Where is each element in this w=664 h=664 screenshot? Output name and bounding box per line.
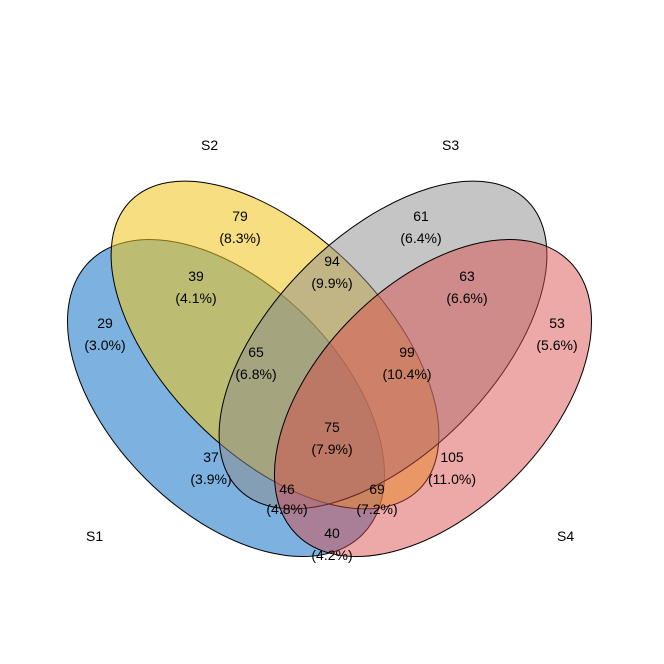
region-s3-count: 61 (413, 208, 429, 224)
region-s4-count: 53 (549, 315, 565, 331)
region-s1-s3-s4-pct: (4.8%) (266, 501, 307, 517)
region-s3-pct: (6.4%) (400, 230, 441, 246)
region-s1-s2-pct: (4.1%) (175, 290, 216, 306)
region-s1-s4: 40 (4.2%) (311, 525, 352, 563)
region-s2-s3-count: 94 (324, 253, 340, 269)
region-s1-s3-s4: 46 (4.8%) (266, 481, 307, 517)
region-s1-s2-count: 39 (188, 268, 204, 284)
region-s1-s4-count: 40 (324, 525, 340, 541)
region-s2-pct: (8.3%) (219, 230, 260, 246)
region-s1-s2: 39 (4.1%) (175, 268, 216, 306)
region-s1-s2-s4: 69 (7.2%) (356, 481, 397, 517)
region-s1-s3-count: 37 (203, 449, 219, 465)
region-all-pct: (7.9%) (311, 441, 352, 457)
ellipse-s4 (273, 238, 593, 558)
region-s1-s2-s4-count: 69 (369, 481, 385, 497)
region-s2-s3-pct: (9.9%) (311, 275, 352, 291)
region-s1-s2-s3: 65 (6.8%) (235, 344, 276, 382)
region-s2-s3: 94 (9.9%) (311, 253, 352, 291)
region-s1-count: 29 (97, 315, 113, 331)
region-s3-s4-count: 63 (459, 268, 475, 284)
region-s1-s3-s4-count: 46 (279, 481, 295, 497)
region-s4-pct: (5.6%) (536, 337, 577, 353)
region-s1-s2-s3-count: 65 (248, 344, 264, 360)
region-s3-s4: 63 (6.6%) (446, 268, 487, 306)
region-s2-count: 79 (232, 208, 248, 224)
region-s2-s3-s4-pct: (10.4%) (382, 366, 431, 382)
set-label-s3: S3 (442, 137, 459, 153)
set-label-s1: S1 (86, 528, 103, 544)
region-s2-s4-pct: (11.0%) (428, 471, 476, 487)
region-s2-s3-s4: 99 (10.4%) (382, 344, 431, 382)
region-labels: 29 (3.0%) 79 (8.3%) 61 (6.4%) 53 (5.6%) … (84, 208, 577, 563)
region-s1-s4-pct: (4.2%) (311, 547, 352, 563)
region-s2-s4: 105 (11.0%) (428, 449, 476, 487)
set-label-s2: S2 (201, 137, 218, 153)
region-s4: 53 (5.6%) (536, 315, 577, 353)
region-all-count: 75 (324, 419, 340, 435)
region-s3: 61 (6.4%) (400, 208, 441, 246)
region-s2-s3-s4-count: 99 (399, 344, 415, 360)
set-ellipses (66, 180, 593, 558)
region-s1-s2-s3-pct: (6.8%) (235, 366, 276, 382)
region-s1-s2-s4-pct: (7.2%) (356, 501, 397, 517)
region-s3-s4-pct: (6.6%) (446, 290, 487, 306)
region-s2-s4-count: 105 (440, 449, 464, 465)
region-s1: 29 (3.0%) (84, 315, 125, 353)
region-s1-s3-pct: (3.9%) (190, 471, 231, 487)
set-label-s4: S4 (557, 528, 574, 544)
region-all: 75 (7.9%) (311, 419, 352, 457)
region-s2: 79 (8.3%) (219, 208, 260, 246)
region-s1-s3: 37 (3.9%) (190, 449, 231, 487)
ellipse-s3 (218, 180, 548, 510)
region-s1-pct: (3.0%) (84, 337, 125, 353)
